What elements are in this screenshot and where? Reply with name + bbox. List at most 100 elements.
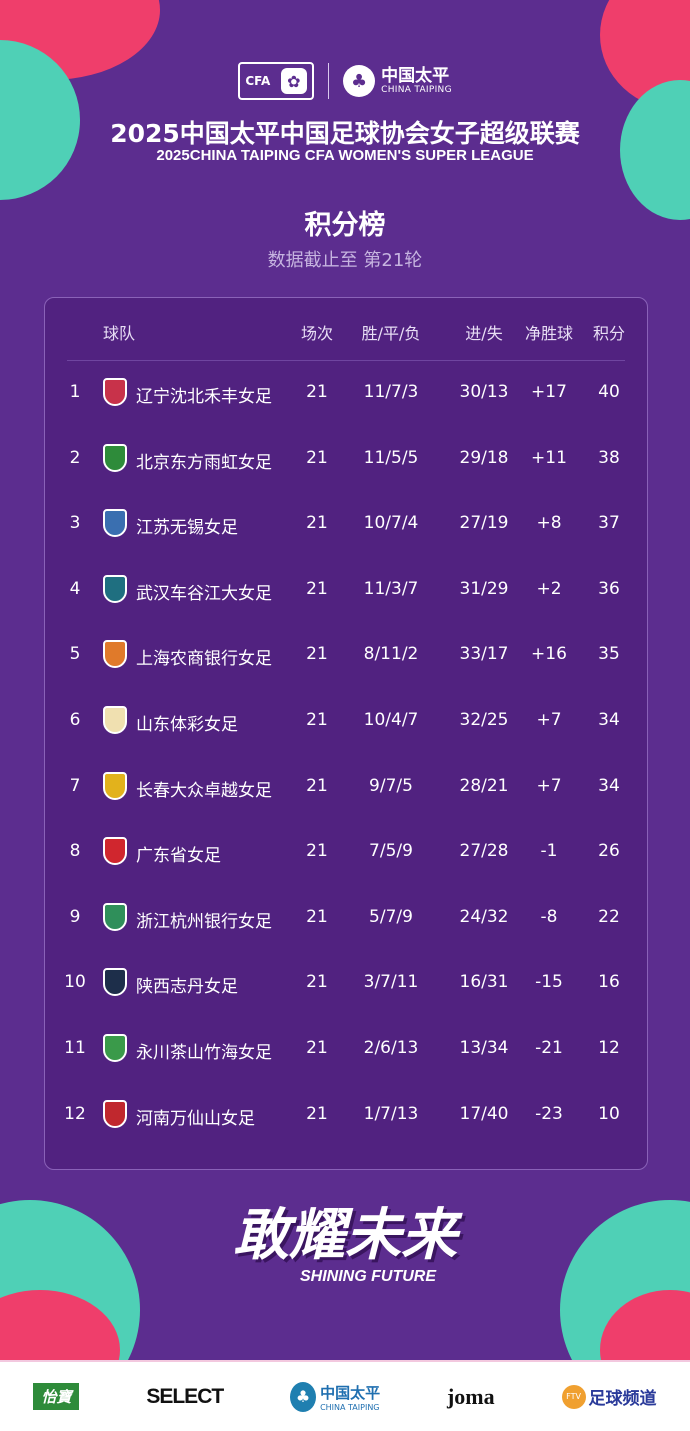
- played-cell: 21: [306, 578, 328, 599]
- played-cell: 21: [306, 775, 328, 796]
- wdl-cell: 2/6/13: [363, 1038, 419, 1058]
- team-crest-icon: [103, 1099, 127, 1128]
- points-cell: 26: [598, 841, 620, 862]
- points-cell: 37: [598, 513, 620, 534]
- wdl-cell: 5/7/9: [369, 906, 413, 927]
- team-crest-icon: [103, 574, 127, 603]
- points-cell: 16: [598, 972, 620, 993]
- goals-cell: 27/28: [459, 841, 509, 862]
- title-cn: 2025中国太平中国足球协会女子超级联赛: [110, 119, 580, 148]
- goals-cell: 33/17: [459, 644, 509, 665]
- rank-cell: 1: [69, 382, 81, 402]
- wdl-cell: 9/7/5: [369, 775, 413, 796]
- points-cell: 22: [598, 906, 620, 927]
- team-name: 广东省女足: [136, 846, 221, 867]
- sponsor-cn: 中国太平: [381, 66, 450, 86]
- goals-cell: 32/25: [459, 710, 509, 730]
- team-name: 山东体彩女足: [136, 715, 238, 735]
- goals-cell: 16/31: [459, 972, 509, 993]
- tree-icon: ♣: [343, 65, 376, 97]
- sponsor-yibao: 怡寶: [33, 1383, 80, 1410]
- team-name: 河南万仙山女足: [136, 1108, 255, 1129]
- rank-cell: 4: [69, 578, 81, 599]
- played-cell: 21: [306, 972, 328, 993]
- team-crest-icon: [103, 902, 127, 931]
- gd-cell: +17: [531, 382, 567, 402]
- goals-cell: 31/29: [459, 578, 509, 599]
- goals-cell: 30/13: [459, 382, 509, 402]
- slogan-en: SHINING FUTURE: [300, 1268, 436, 1285]
- sponsor-china-taiping: ♣ 中国太平 CHINA TAIPING: [290, 1381, 381, 1412]
- sponsor-en: CHINA TAIPING: [381, 85, 452, 95]
- sponsor-ct-cn: 中国太平: [320, 1383, 381, 1402]
- cfa-logo-text: CFA: [245, 74, 271, 88]
- points-cell: 34: [598, 710, 620, 730]
- played-cell: 21: [306, 382, 328, 402]
- standings-table: 球队 场次 胜/平/负 进/失 净胜球 积分 1 21 11/7/3 30/13 +17…: [44, 297, 648, 1170]
- played-cell: 21: [306, 1038, 328, 1058]
- rank-cell: 7: [69, 775, 81, 796]
- gd-cell: +7: [536, 710, 562, 730]
- wdl-cell: 8/11/2: [363, 644, 419, 665]
- rank-cell: 9: [69, 906, 81, 927]
- goals-cell: 17/40: [459, 1103, 509, 1124]
- wdl-cell: 11/3/7: [363, 578, 419, 599]
- gd-cell: +11: [531, 447, 567, 468]
- wdl-cell: 1/7/13: [363, 1103, 419, 1124]
- rank-cell: 2: [69, 447, 81, 468]
- team-name: 陕西志丹女足: [136, 977, 238, 998]
- played-cell: 21: [306, 841, 328, 862]
- subtitle: 数据截止至 第21轮: [267, 250, 423, 271]
- col-gd: 净胜球: [524, 324, 574, 343]
- wdl-cell: 11/5/5: [363, 447, 419, 468]
- sponsor-joma: joma: [446, 1383, 495, 1409]
- ftv-icon: FTV: [561, 1384, 586, 1409]
- gd-cell: -21: [535, 1038, 563, 1058]
- col-pts: 积分: [592, 324, 626, 343]
- col-played: 场次: [300, 324, 334, 343]
- rank-cell: 5: [69, 644, 81, 665]
- points-cell: 40: [598, 382, 620, 402]
- played-cell: 21: [306, 447, 328, 468]
- page-title: 积分榜: [304, 210, 386, 241]
- goals-cell: 27/19: [459, 513, 509, 534]
- gd-cell: +7: [536, 775, 562, 796]
- col-wdl: 胜/平/负: [361, 324, 421, 343]
- team-crest-icon: [103, 443, 127, 472]
- team-crest-icon: [103, 706, 127, 734]
- wdl-cell: 10/7/4: [363, 513, 419, 534]
- team-name: 武汉车谷江大女足: [136, 583, 272, 604]
- team-name: 江苏无锡女足: [136, 518, 238, 539]
- tree-icon: ♣: [290, 1381, 317, 1412]
- points-cell: 10: [598, 1103, 620, 1124]
- team-crest-icon: [103, 837, 127, 866]
- points-cell: 36: [598, 578, 620, 599]
- team-crest-icon: [103, 509, 127, 538]
- points-cell: 38: [598, 447, 620, 468]
- team-crest-icon: [103, 771, 127, 800]
- rank-cell: 6: [69, 710, 81, 730]
- played-cell: 21: [306, 513, 328, 534]
- played-cell: 21: [306, 644, 328, 665]
- team-name: 浙江杭州银行女足: [136, 911, 272, 932]
- sponsor-select: SELECT: [146, 1384, 224, 1408]
- china-taiping-logo: ♣ 中国太平 CHINA TAIPING: [343, 65, 452, 97]
- team-name: 辽宁沈北禾丰女足: [136, 387, 272, 407]
- col-goals: 进/失: [465, 324, 503, 343]
- divider: [328, 63, 330, 99]
- team-name: 永川茶山竹海女足: [136, 1043, 272, 1063]
- cfa-logo: CFA ✿: [238, 62, 315, 100]
- sponsor-ct-en: CHINA TAIPING: [320, 1402, 380, 1412]
- rank-cell: 11: [64, 1038, 86, 1058]
- col-team: 球队: [103, 324, 136, 343]
- title-en: 2025CHINA TAIPING CFA WOMEN'S SUPER LEAG…: [156, 147, 534, 164]
- sponsor-ftv-text: 足球频道: [588, 1389, 657, 1409]
- rank-cell: 12: [64, 1103, 86, 1124]
- gd-cell: +8: [536, 513, 562, 534]
- goals-cell: 29/18: [459, 447, 509, 468]
- gd-cell: +16: [531, 644, 567, 665]
- points-cell: 12: [598, 1038, 620, 1058]
- played-cell: 21: [306, 1103, 328, 1124]
- rank-cell: 3: [69, 513, 81, 534]
- played-cell: 21: [306, 710, 328, 730]
